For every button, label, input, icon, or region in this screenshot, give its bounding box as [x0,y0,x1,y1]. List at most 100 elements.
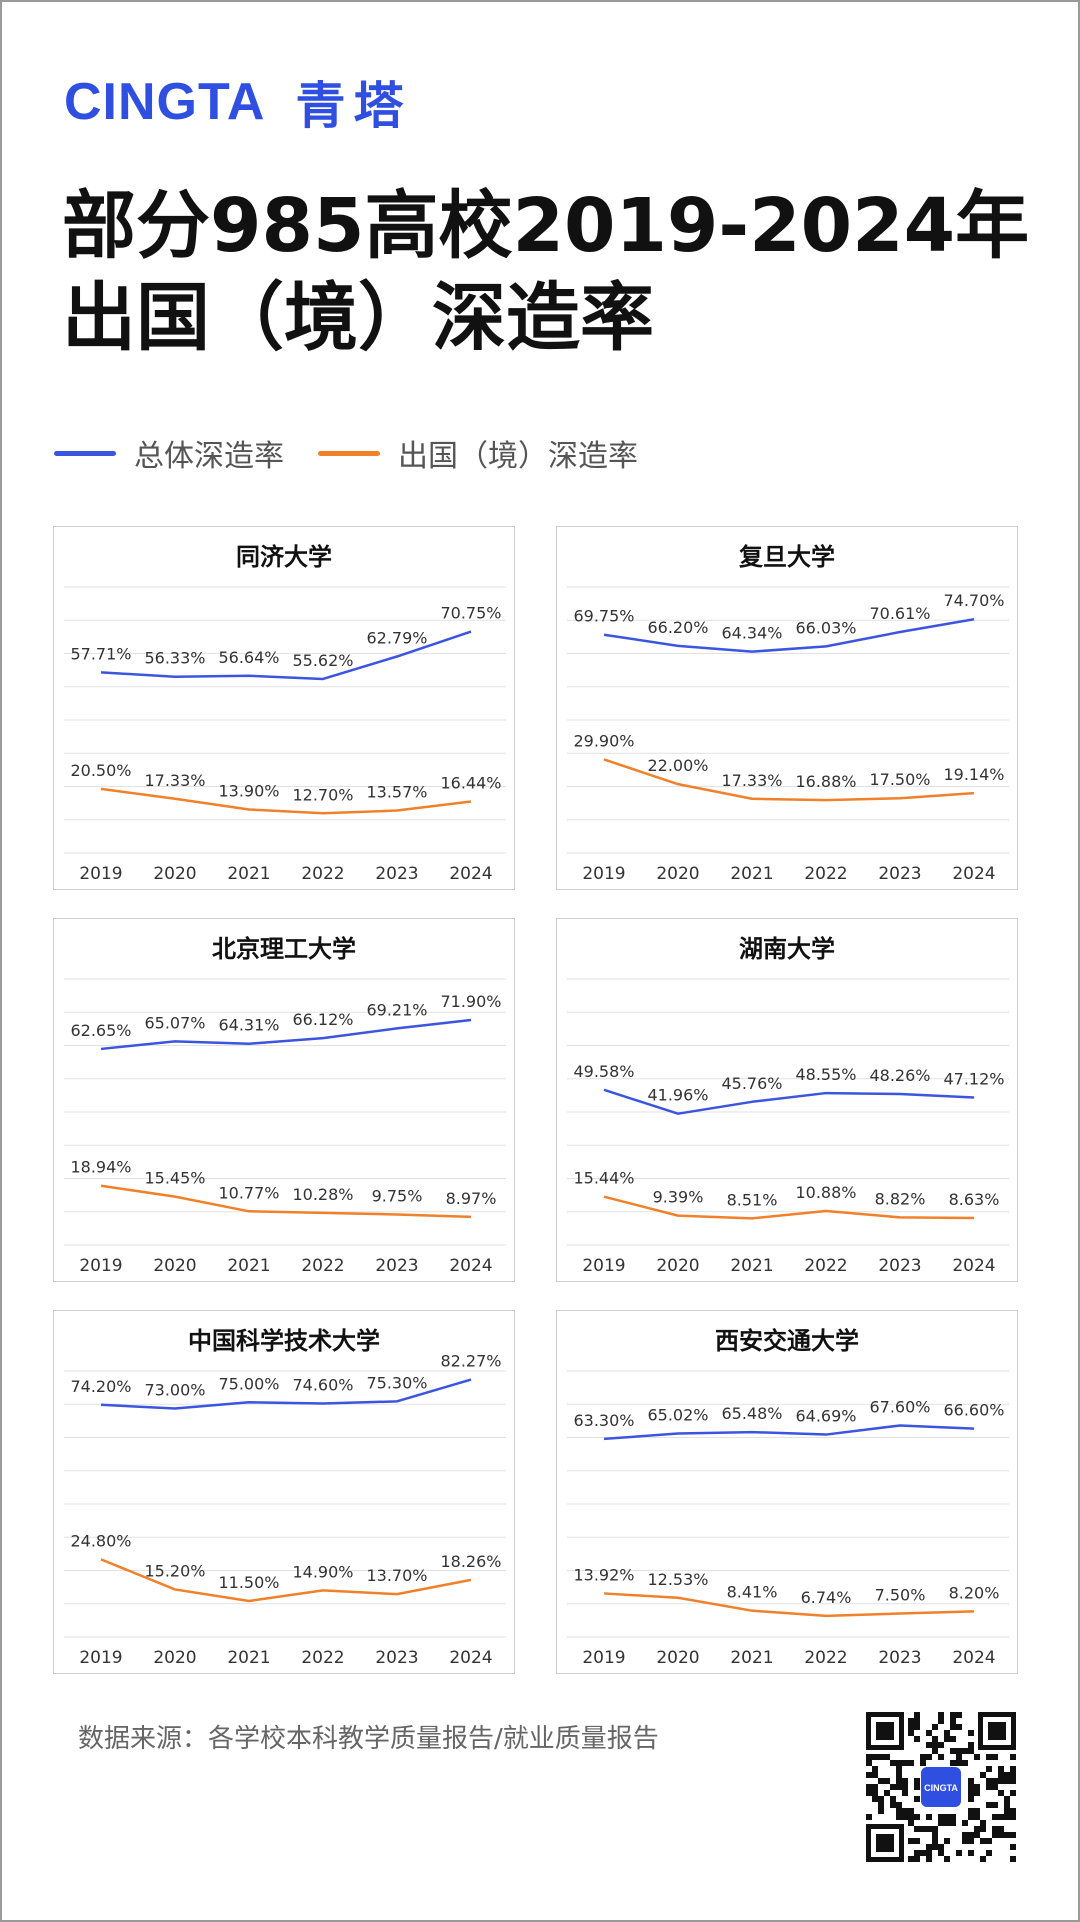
legend-item-abroad: 出国（境）深造率 [318,431,638,475]
chart-title: 中国科学技术大学 [188,1327,380,1355]
data-label: 69.21% [366,1000,427,1019]
data-label: 48.55% [795,1065,856,1084]
chart-ustc: 中国科学技术大学 74.20% 73.00% 75.00% 74.60% 75.30% 8… [53,1310,515,1674]
x-tick-label: 2023 [878,1256,921,1276]
data-label: 13.92% [573,1565,634,1584]
page-title: 部分985高校2019-2024年 出国（境）深造率 [62,180,1042,364]
x-tick-label: 2021 [227,1648,270,1668]
data-label: 66.60% [943,1401,1004,1420]
data-label: 62.79% [366,629,427,648]
series-line-overall [100,630,472,681]
data-label: 69.75% [573,607,634,626]
data-label: 67.60% [869,1397,930,1416]
series-line-abroad [100,1558,472,1603]
data-label: 41.96% [647,1086,708,1105]
data-label: 13.90% [218,782,279,801]
x-tick-label: 2020 [153,1648,196,1668]
data-label: 10.77% [218,1183,279,1202]
x-tick-label: 2019 [79,864,122,884]
data-label: 13.70% [366,1566,427,1585]
x-tick-label: 2020 [656,864,699,884]
legend-label-abroad: 出国（境）深造率 [398,439,638,474]
data-label: 12.70% [292,785,353,804]
data-label: 64.69% [795,1407,856,1426]
data-label: 11.50% [218,1573,279,1592]
data-label: 8.51% [727,1190,778,1209]
x-tick-label: 2021 [730,1256,773,1276]
data-label: 16.44% [440,774,501,793]
data-label: 65.07% [144,1013,205,1032]
logo-text-cn: 青塔 [295,77,412,135]
data-label: 66.20% [647,618,708,637]
data-label: 14.90% [292,1562,353,1581]
qr-badge-text: CINGTA [924,1783,958,1793]
x-tick-label: 2021 [227,1256,270,1276]
x-tick-label: 2020 [153,1256,196,1276]
data-label: 8.20% [949,1583,1000,1602]
chart-plot: 74.20% 73.00% 75.00% 74.60% 75.30% 82.27% 24.8… [64,1352,506,1668]
series-line-abroad [100,1184,472,1219]
data-label: 70.61% [869,604,930,623]
data-label: 17.33% [721,771,782,790]
data-label: 6.74% [801,1588,852,1607]
data-label: 15.44% [573,1169,634,1188]
series-line-abroad [603,1592,975,1618]
data-label: 64.34% [721,624,782,643]
data-label: 63.30% [573,1411,634,1430]
x-tick-label: 2023 [375,864,418,884]
x-tick-label: 2023 [375,1648,418,1668]
x-tick-label: 2022 [301,864,344,884]
x-tick-label: 2020 [656,1648,699,1668]
x-tick-label: 2022 [301,1648,344,1668]
data-label: 56.64% [218,648,279,667]
chart-xjtu: 西安交通大学 63.30% 65.02% 65.48% 64.69% 67.60% 66.… [556,1310,1018,1674]
series-line-overall [100,1378,472,1410]
chart-plot: 63.30% 65.02% 65.48% 64.69% 67.60% 66.60% 13.9… [567,1370,1009,1668]
chart-title: 复旦大学 [739,543,835,571]
title-line-2: 出国（境）深造率 [62,275,654,361]
data-label: 64.31% [218,1016,279,1035]
data-label: 13.57% [366,783,427,802]
x-tick-label: 2023 [878,864,921,884]
data-label: 74.70% [943,591,1004,610]
data-label: 49.58% [573,1062,634,1081]
data-label: 12.53% [647,1570,708,1589]
data-label: 8.41% [727,1583,778,1602]
legend: 总体深造率 出国（境）深造率 [54,428,672,478]
data-label: 18.26% [440,1552,501,1571]
data-label: 82.27% [440,1352,501,1371]
brand-logo: CINGTA 青塔 [64,72,411,135]
data-label: 9.39% [653,1188,704,1207]
data-label: 15.45% [144,1169,205,1188]
data-label: 48.26% [869,1066,930,1085]
data-source-note: 数据来源：各学校本科教学质量报告/就业质量报告 [78,1724,659,1754]
data-label: 8.82% [875,1189,926,1208]
x-tick-label: 2024 [952,1648,995,1668]
x-tick-label: 2023 [375,1256,418,1276]
x-tick-label: 2022 [804,1648,847,1668]
x-tick-label: 2020 [153,864,196,884]
data-label: 74.60% [292,1376,353,1395]
data-label: 10.28% [292,1185,353,1204]
series-line-abroad [603,1195,975,1220]
chart-title: 北京理工大学 [212,935,356,963]
data-label: 66.03% [795,618,856,637]
data-label: 8.63% [949,1190,1000,1209]
data-label: 24.80% [70,1531,131,1550]
chart-title: 西安交通大学 [715,1327,859,1355]
data-label: 74.20% [70,1377,131,1396]
qr-code[interactable]: CINGTA [866,1712,1016,1862]
data-label: 19.14% [943,765,1004,784]
chart-hunan: 湖南大学 49.58% 41.96% 45.76% 48.55% 48.26% 47.12… [556,918,1018,1282]
data-label: 66.12% [292,1010,353,1029]
data-label: 75.30% [366,1373,427,1392]
data-label: 16.88% [795,772,856,791]
x-tick-label: 2019 [79,1648,122,1668]
data-label: 9.75% [372,1186,423,1205]
x-tick-label: 2019 [79,1256,122,1276]
chart-plot: 62.65% 65.07% 64.31% 66.12% 69.21% 71.90% 18.9… [64,978,506,1276]
x-tick-label: 2024 [449,864,492,884]
chart-title: 同济大学 [236,543,332,571]
chart-bit: 北京理工大学 62.65% 65.07% 64.31% 66.12% 69.21% 71.… [53,918,515,1282]
data-label: 71.90% [440,992,501,1011]
